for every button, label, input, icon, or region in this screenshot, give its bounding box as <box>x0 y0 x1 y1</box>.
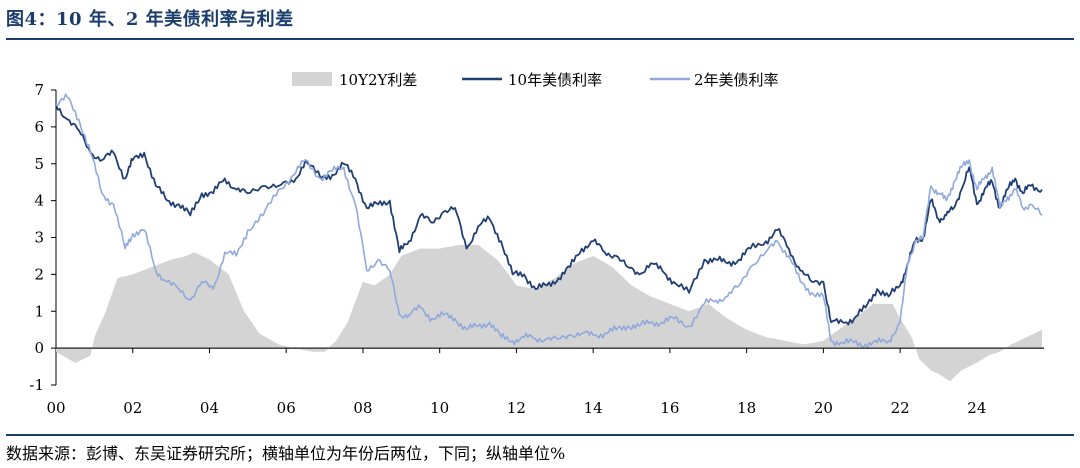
legend-label: 10Y2Y利差 <box>339 71 417 89</box>
x-tick-label: 02 <box>123 399 142 417</box>
legend-label: 2年美债利率 <box>694 71 779 89</box>
y-tick-label: -1 <box>29 376 44 394</box>
series-lines-layer <box>55 93 1044 349</box>
x-tick-label: 22 <box>891 399 910 417</box>
x-tick-label: 00 <box>46 399 65 417</box>
y-tick-label: 2 <box>34 265 44 283</box>
spread-area <box>56 244 1043 382</box>
legend: 10Y2Y利差 10年美债利率 2年美债利率 <box>292 71 779 89</box>
x-tick-label: 06 <box>277 399 296 417</box>
y-tick-label: 4 <box>34 192 44 210</box>
y-tick-label: 6 <box>34 118 44 136</box>
source-divider <box>6 434 1074 436</box>
x-tick-label: 20 <box>814 399 833 417</box>
x-tick-label: 08 <box>353 399 372 417</box>
x-tick-label: 14 <box>584 399 603 417</box>
y-tick-label: 5 <box>34 155 44 173</box>
y-tick-label: 1 <box>34 302 44 320</box>
chart-title: 图4：10 年、2 年美债利率与利差 <box>6 9 294 30</box>
x-tick-label: 12 <box>507 399 526 417</box>
x-tick-label: 18 <box>737 399 756 417</box>
legend-swatch-spread <box>292 72 332 86</box>
x-tick-label: 10 <box>430 399 449 417</box>
x-tick-label: 16 <box>660 399 679 417</box>
source-note: 数据来源：彭博、东吴证券研究所；横轴单位为年份后两位，下同；纵轴单位% <box>6 444 566 463</box>
y-tick-label: 3 <box>34 229 44 247</box>
legend-label: 10年美债利率 <box>508 71 602 89</box>
title-divider <box>6 38 1074 40</box>
x-tick-label: 24 <box>967 399 986 417</box>
spread-area-layer <box>56 244 1043 382</box>
two-year-line <box>55 93 1043 349</box>
x-tick-label: 04 <box>200 399 219 417</box>
y-tick-label: 0 <box>34 339 44 357</box>
y-tick-label: 7 <box>34 81 44 99</box>
